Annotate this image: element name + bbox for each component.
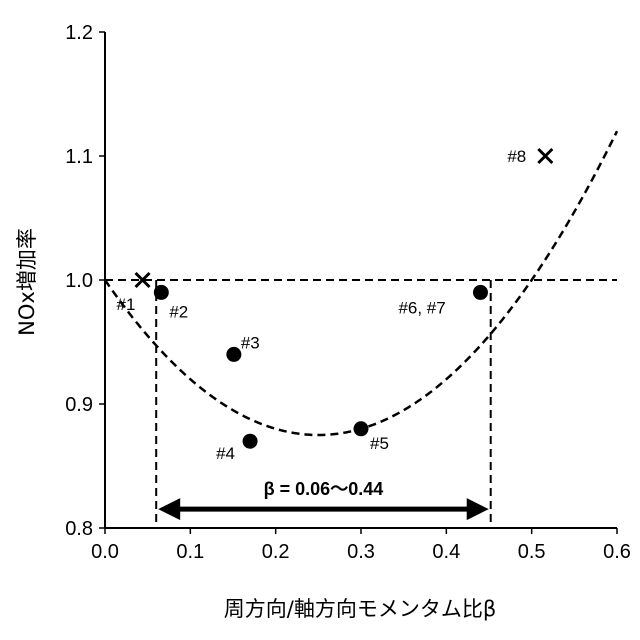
point-label: #8 xyxy=(507,147,526,166)
point-label: #6, #7 xyxy=(398,298,445,317)
x-tick-label: 0.6 xyxy=(603,541,631,563)
range-arrow-head-right xyxy=(467,498,489,520)
circle-marker xyxy=(243,434,258,449)
y-tick-label: 1.0 xyxy=(65,270,93,292)
x-tick-label: 0.4 xyxy=(432,541,460,563)
x-tick-label: 0.5 xyxy=(518,541,546,563)
y-tick-label: 1.1 xyxy=(65,146,93,168)
x-tick-label: 0.1 xyxy=(176,541,204,563)
cross-marker xyxy=(538,149,552,163)
y-tick-label: 1.2 xyxy=(65,22,93,44)
fit-curve xyxy=(105,131,617,435)
circle-marker xyxy=(354,421,369,436)
point-label: #5 xyxy=(370,434,389,453)
x-axis-title: 周方向/軸方向モメンタム比β xyxy=(224,597,496,621)
x-tick-label: 0.3 xyxy=(347,541,375,563)
point-label: #1 xyxy=(117,295,136,314)
circle-marker xyxy=(154,285,169,300)
y-tick-label: 0.8 xyxy=(65,518,93,540)
x-tick-label: 0.2 xyxy=(262,541,290,563)
point-label: #3 xyxy=(241,333,260,352)
y-axis-title: NOx増加率 xyxy=(15,228,39,336)
range-label: β = 0.06〜0.44 xyxy=(264,479,384,499)
range-arrow-head-left xyxy=(158,498,180,520)
circle-marker xyxy=(226,347,241,362)
point-label: #4 xyxy=(216,444,235,463)
x-tick-label: 0.0 xyxy=(91,541,119,563)
circle-marker xyxy=(473,285,488,300)
y-tick-label: 0.9 xyxy=(65,394,93,416)
point-label: #2 xyxy=(169,302,188,321)
